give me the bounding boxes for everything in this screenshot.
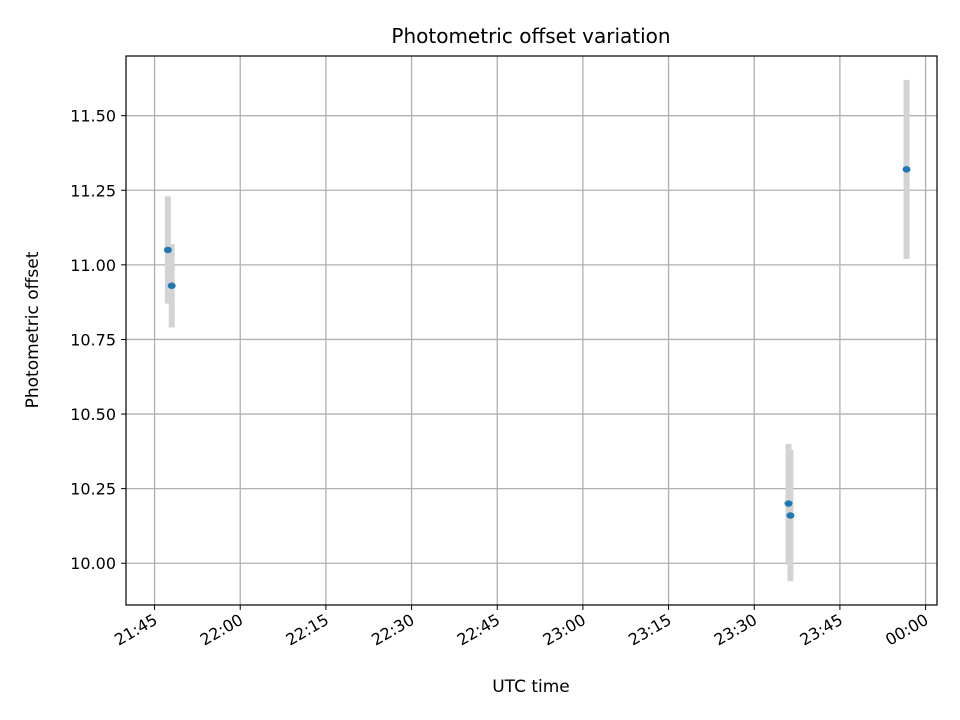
y-tick-label: 10.00 [70,554,116,573]
data-point [786,512,795,519]
x-tick-label: 23:00 [539,610,588,650]
x-tick-label: 23:30 [711,610,760,650]
grid-lines [126,56,937,605]
x-tick-label: 22:15 [282,610,331,650]
x-tick-label: 21:45 [111,610,160,650]
y-tick-label: 11.25 [70,181,116,200]
y-axis-label: Photometric offset [23,251,43,408]
x-tick-label: 23:15 [625,610,674,650]
data-point [163,246,172,254]
y-tick-label: 10.25 [70,480,116,499]
x-tick-label: 22:00 [197,610,246,650]
chart-title: Photometric offset variation [391,24,670,48]
data-points [163,166,911,519]
x-tick-label: 00:00 [882,610,931,650]
x-tick-label: 22:30 [368,610,417,650]
x-axis: 21:45 22:00 22:15 22:30 22:45 23:00 23:15 23:30… [111,605,932,650]
x-tick-label: 22:45 [454,610,503,650]
y-tick-label: 10.75 [70,330,116,349]
data-point [784,500,793,507]
y-tick-label: 11.00 [70,256,116,275]
data-point [902,166,911,173]
y-axis: 10.00 10.25 10.50 10.75 11.00 11.25 11.50 [70,107,126,573]
x-tick-label: 23:45 [796,610,845,650]
y-tick-label: 11.50 [70,107,116,126]
data-point [167,282,176,289]
x-axis-label: UTC time [492,677,570,697]
error-bars [164,79,910,582]
plot-frame [125,55,938,606]
y-tick-label: 10.50 [70,405,116,424]
